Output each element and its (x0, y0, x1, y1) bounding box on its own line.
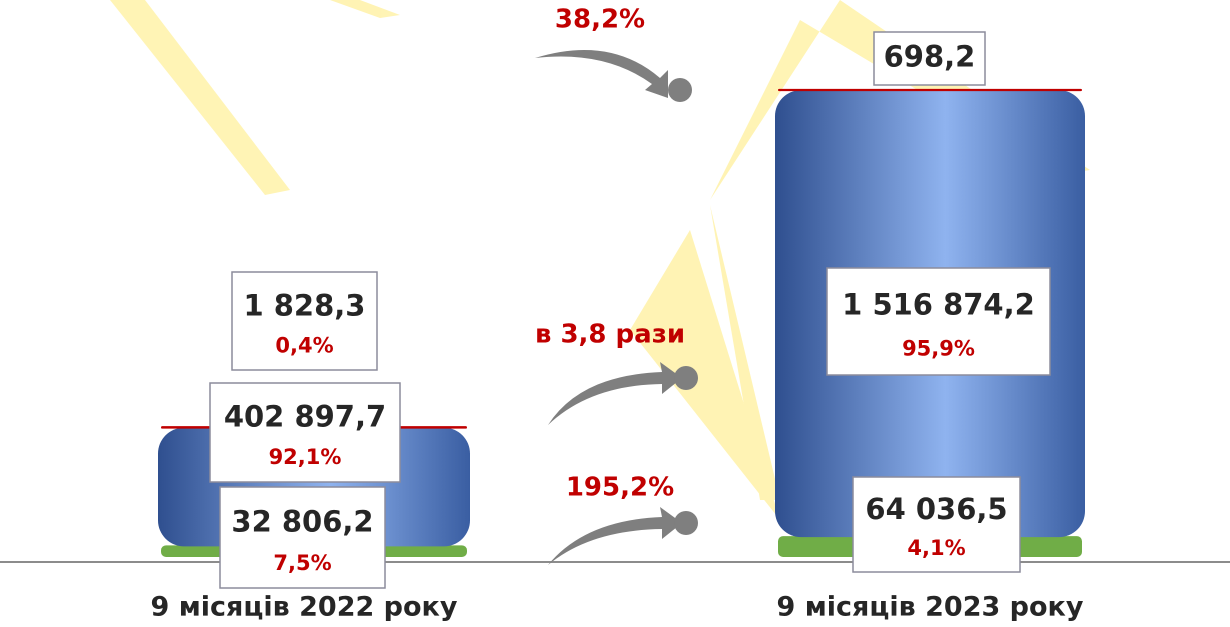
share-label: 0,4% (275, 333, 333, 357)
change-label: в 3,8 рази (535, 320, 685, 350)
value-label: 32 806,2 (231, 504, 373, 538)
share-label: 95,9% (902, 336, 975, 360)
share-label: 7,5% (273, 551, 331, 575)
change-label: 195,2% (566, 473, 674, 503)
chart: 9 місяців 2022 року 9 місяців 2023 року 32… (0, 0, 1230, 627)
share-label: 92,1% (269, 445, 342, 469)
value-label: 402 897,7 (224, 400, 386, 434)
value-label: 698,2 (884, 40, 976, 74)
category-label: 9 місяців 2022 року (151, 592, 458, 623)
category-label: 9 місяців 2023 року (777, 592, 1084, 623)
value-label: 1 828,3 (243, 288, 365, 322)
share-label: 4,1% (907, 536, 965, 560)
value-label: 1 516 874,2 (842, 288, 1035, 322)
value-label: 64 036,5 (865, 492, 1007, 526)
change-label: 38,2% (555, 5, 645, 35)
